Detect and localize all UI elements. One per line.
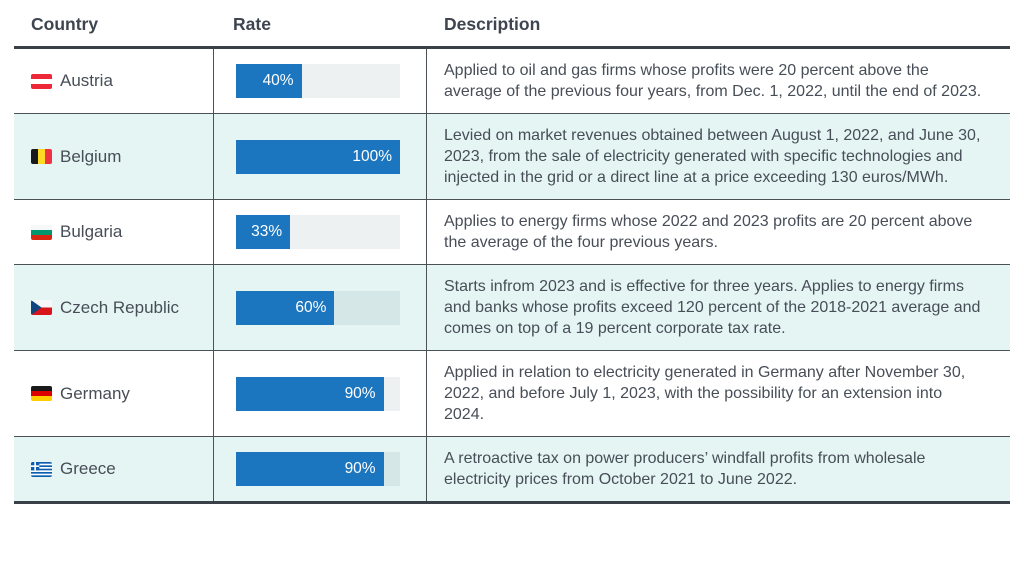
table-row: Austria 40% Applied to oil and gas firms… (14, 49, 1010, 114)
table-row: Greece 90% A retroactive tax on power pr… (14, 437, 1010, 501)
rate-cell: 40% (213, 49, 427, 113)
windfall-tax-table: Country Rate Description Austria 40% App… (14, 2, 1010, 504)
country-cell: Germany (14, 351, 213, 436)
country-label: Greece (60, 459, 116, 478)
table-body: Austria 40% Applied to oil and gas firms… (14, 49, 1010, 504)
rate-bar-fill: 90% (236, 376, 384, 411)
rate-bar-track: 60% (236, 290, 400, 325)
description-cell: Applies to energy firms whose 2022 and 2… (427, 200, 1010, 264)
country-label: Belgium (60, 146, 122, 166)
description-cell: Applied to oil and gas firms whose profi… (427, 49, 1010, 113)
greece-flag-icon (31, 461, 52, 477)
rate-bar-track: 40% (236, 64, 400, 98)
description-text: Applies to energy firms whose 2022 and 2… (444, 213, 973, 251)
rate-bar-fill: 90% (236, 452, 384, 486)
rate-bar-track: 90% (236, 452, 400, 486)
country-label: Czech Republic (60, 297, 180, 317)
rate-cell: 90% (213, 351, 427, 436)
rate-cell: 100% (213, 114, 427, 199)
rate-bar-track: 100% (236, 139, 400, 174)
rate-bar-track: 33% (236, 215, 400, 249)
country-cell: Belgium (14, 114, 213, 199)
rate-bar-track: 90% (236, 376, 400, 411)
description-text: Starts infrom 2023 and is effective for … (444, 278, 981, 337)
description-text: Levied on market revenues obtained betwe… (444, 127, 981, 186)
table-row: Germany 90% Applied in relation to elect… (14, 351, 1010, 437)
rate-bar-fill: 100% (236, 139, 400, 174)
rate-bar-fill: 33% (236, 215, 291, 249)
rate-cell: 90% (213, 437, 427, 501)
austria-flag-icon (31, 73, 52, 89)
column-header-rate: Rate (233, 14, 271, 34)
germany-flag-icon (31, 386, 52, 401)
description-text: Applied in relation to electricity gener… (444, 364, 966, 423)
czech-republic-flag-icon (31, 300, 52, 315)
country-cell: Bulgaria (14, 200, 213, 264)
rate-value-label: 90% (344, 384, 376, 402)
table-row: Belgium 100% Levied on market revenues o… (14, 114, 1010, 200)
rate-cell: 60% (213, 265, 427, 350)
table-row: Czech Republic 60% Starts infrom 2023 an… (14, 265, 1010, 351)
country-cell: Austria (14, 49, 213, 113)
country-label: Germany (60, 383, 130, 403)
description-text: Applied to oil and gas firms whose profi… (444, 62, 982, 100)
rate-value-label: 90% (344, 460, 376, 477)
rate-value-label: 33% (251, 223, 283, 240)
rate-cell: 33% (213, 200, 427, 264)
description-cell: Levied on market revenues obtained betwe… (427, 114, 1010, 199)
country-label: Austria (60, 71, 113, 90)
description-cell: Applied in relation to electricity gener… (427, 351, 1010, 436)
column-header-country: Country (31, 14, 99, 34)
bulgaria-flag-icon (31, 224, 52, 240)
description-cell: A retroactive tax on power producers’ wi… (427, 437, 1010, 501)
rate-value-label: 40% (262, 72, 294, 89)
column-header-description: Description (444, 14, 541, 34)
belgium-flag-icon (31, 149, 52, 164)
table-header-row: Country Rate Description (14, 2, 1010, 49)
description-text: A retroactive tax on power producers’ wi… (444, 450, 926, 488)
rate-value-label: 60% (295, 298, 327, 316)
table-row: Bulgaria 33% Applies to energy firms who… (14, 200, 1010, 265)
description-cell: Starts infrom 2023 and is effective for … (427, 265, 1010, 350)
rate-bar-fill: 60% (236, 290, 335, 325)
country-label: Bulgaria (60, 222, 123, 241)
rate-value-label: 100% (352, 147, 392, 165)
country-cell: Greece (14, 437, 213, 501)
rate-bar-fill: 40% (236, 64, 302, 98)
country-cell: Czech Republic (14, 265, 213, 350)
